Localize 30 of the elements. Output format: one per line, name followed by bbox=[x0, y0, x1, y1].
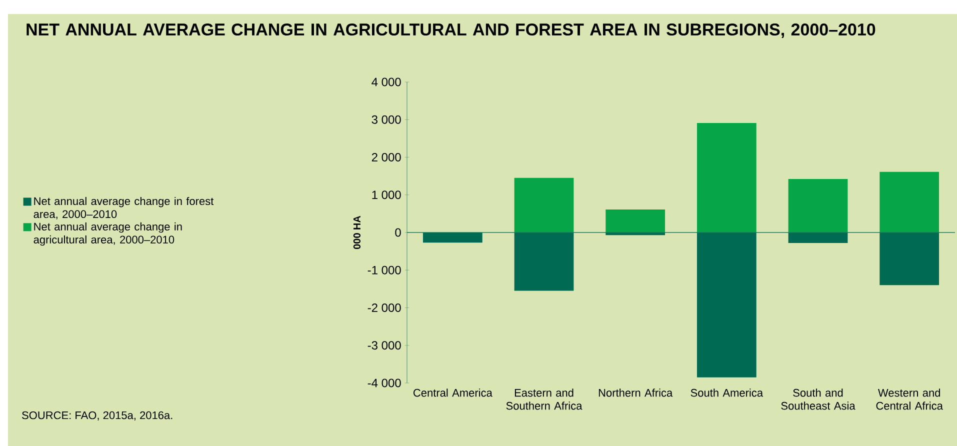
y-tick-label: -4 000 bbox=[368, 378, 401, 388]
bar bbox=[514, 178, 574, 232]
source-note: SOURCE: FAO, 2015a, 2016a. bbox=[22, 411, 172, 420]
x-tick-label: Western and Central Africa bbox=[876, 388, 943, 410]
y-tick-label: 0 bbox=[395, 228, 401, 237]
x-tick-label: Eastern and Southern Africa bbox=[506, 388, 582, 410]
x-tick-label: Central America bbox=[414, 388, 492, 397]
legend-label: Net annual average change in agricultural area, 2000–2010 bbox=[34, 222, 182, 246]
chart-title: NET ANNUAL AVERAGE CHANGE IN AGRICULTURAL AND FOREST AREA IN SUBREGIONS, 2000–2010 bbox=[26, 24, 876, 38]
bar bbox=[880, 232, 940, 286]
bar bbox=[880, 172, 940, 232]
y-tick-label: 2 000 bbox=[372, 152, 401, 162]
x-tick-label: Northern Africa bbox=[598, 388, 673, 397]
y-tick-label: -3 000 bbox=[368, 341, 401, 350]
bar bbox=[696, 123, 756, 232]
bar bbox=[422, 232, 482, 243]
y-tick-label: 1 000 bbox=[372, 190, 401, 200]
bar bbox=[788, 232, 848, 244]
y-axis-title: 000 HA bbox=[353, 216, 360, 250]
bar bbox=[514, 232, 574, 291]
bar bbox=[788, 179, 848, 232]
bar bbox=[696, 232, 756, 378]
legend-label: Net annual average change in forest area, 2000–2010 bbox=[34, 196, 214, 220]
y-tick-label: -2 000 bbox=[368, 303, 401, 312]
x-tick-label: South and Southeast Asia bbox=[781, 388, 856, 410]
bar bbox=[606, 210, 666, 232]
y-tick-label: 4 000 bbox=[372, 78, 401, 86]
y-tick-label: -1 000 bbox=[368, 266, 401, 274]
x-tick-label: South America bbox=[690, 388, 764, 397]
y-tick-label: 3 000 bbox=[372, 115, 401, 124]
